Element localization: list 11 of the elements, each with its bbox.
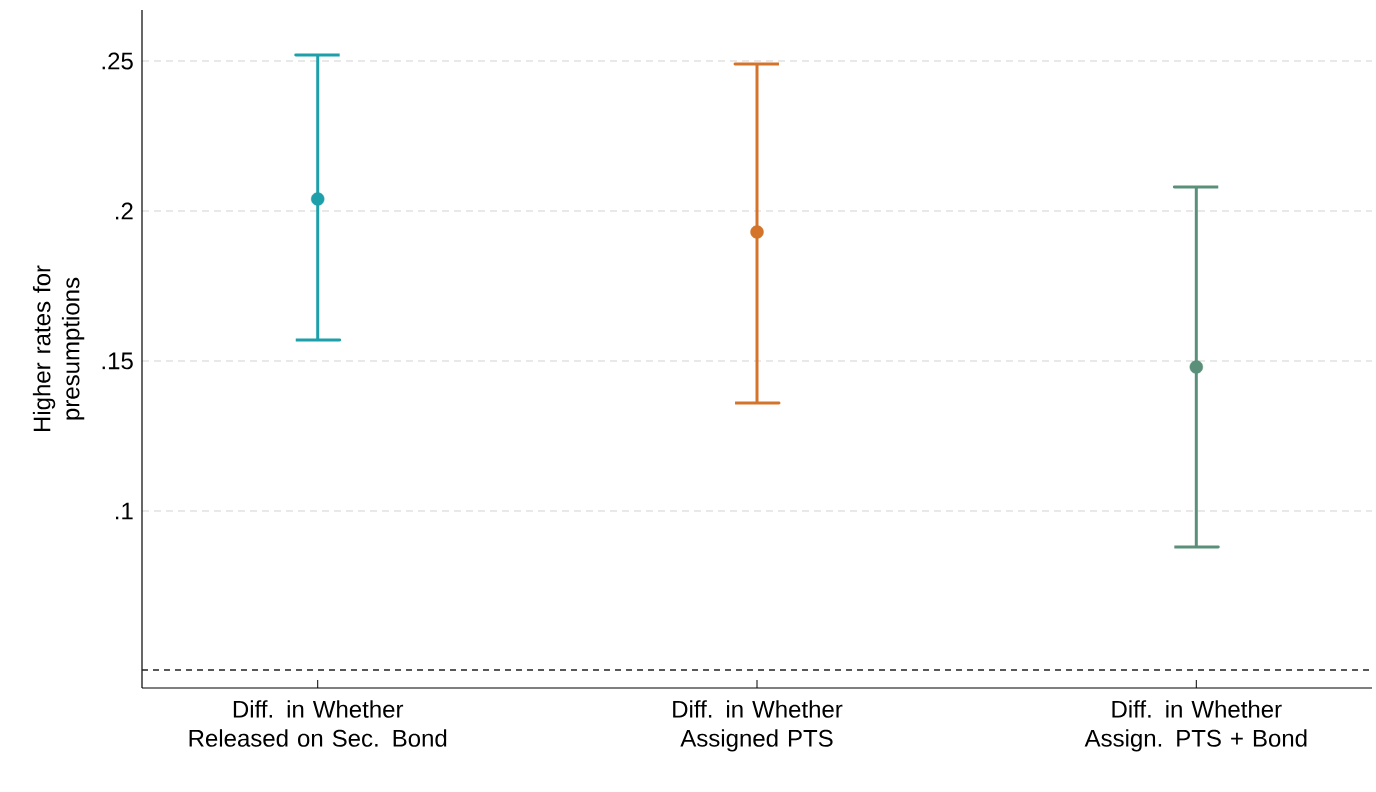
point — [750, 225, 764, 239]
y-tick-label: .15 — [102, 352, 133, 370]
y-tick-label: .25 — [102, 52, 133, 70]
y-axis-title: Higher rates for presumptions — [32, 265, 85, 432]
x-tick-label: Diff. in Whether Assign. PTS + Bond — [1084, 700, 1307, 752]
point — [1189, 360, 1203, 374]
y-tick-label: .2 — [115, 202, 133, 220]
point — [311, 192, 325, 206]
y-tick-label: .1 — [115, 502, 133, 520]
x-tick-label: Diff. in Whether Released on Sec. Bond — [189, 700, 447, 747]
x-tick-label: Diff. in Whether Assigned PTS — [673, 700, 843, 752]
